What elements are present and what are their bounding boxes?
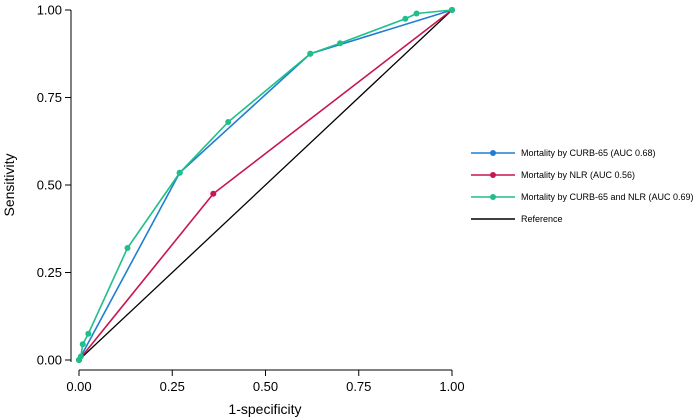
series-point-mortality-by-nlr-auc-0-56 [210, 190, 217, 197]
legend-label: Mortality by CURB-65 and NLR (AUC 0.69) [521, 192, 694, 202]
y-ticks: 0.00 0.25 0.50 0.75 1.00 [37, 3, 71, 368]
y-tick-label: 1.00 [37, 3, 62, 18]
series-point-mortality-by-curb-65-and-nlr-auc-0-69 [225, 119, 232, 125]
legend-label: Mortality by NLR (AUC 0.56) [521, 170, 635, 180]
series-point-mortality-by-curb-65-and-nlr-auc-0-69 [307, 50, 314, 57]
series-point-mortality-by-curb-65-and-nlr-auc-0-69 [413, 10, 420, 17]
x-axis-title: 1-specificity [228, 401, 301, 417]
series-point-mortality-by-curb-65-and-nlr-auc-0-69 [77, 353, 84, 360]
series-point-mortality-by-curb-65-and-nlr-auc-0-69 [337, 40, 344, 47]
series-point-mortality-by-curb-65-and-nlr-auc-0-69 [79, 341, 86, 348]
x-tick-label: 1.00 [439, 379, 464, 394]
legend-marker [490, 172, 496, 178]
series-point-mortality-by-curb-65-and-nlr-auc-0-69 [449, 7, 455, 13]
y-tick-label: 0.75 [37, 90, 62, 105]
series-line-mortality-by-curb-65-auc-0-68 [78, 9, 453, 361]
y-tick-label: 0.50 [37, 178, 62, 193]
legend-marker [490, 150, 496, 156]
x-tick-label: 0.00 [66, 379, 91, 394]
legend-marker [490, 194, 496, 200]
legend-label: Mortality by CURB-65 (AUC 0.68) [521, 148, 656, 158]
series-layer [76, 7, 455, 363]
y-axis-title: Sensitivity [1, 153, 17, 216]
x-tick-label: 0.25 [160, 379, 185, 394]
legend-label: Reference [521, 214, 563, 224]
legend: Mortality by CURB-65 (AUC 0.68) Mortality… [471, 148, 694, 224]
series-point-mortality-by-curb-65-and-nlr-auc-0-69 [124, 245, 131, 251]
series-point-mortality-by-curb-65-and-nlr-auc-0-69 [85, 330, 92, 337]
y-tick-label: 0.25 [37, 265, 62, 280]
series-point-mortality-by-curb-65-and-nlr-auc-0-69 [176, 169, 183, 176]
series-line-reference [78, 9, 453, 361]
x-ticks: 0.00 0.25 0.50 0.75 1.00 [66, 370, 465, 394]
series-point-mortality-by-curb-65-and-nlr-auc-0-69 [402, 15, 409, 22]
x-tick-label: 0.50 [253, 379, 278, 394]
x-tick-label: 0.75 [346, 379, 371, 394]
y-tick-label: 0.00 [37, 353, 62, 368]
